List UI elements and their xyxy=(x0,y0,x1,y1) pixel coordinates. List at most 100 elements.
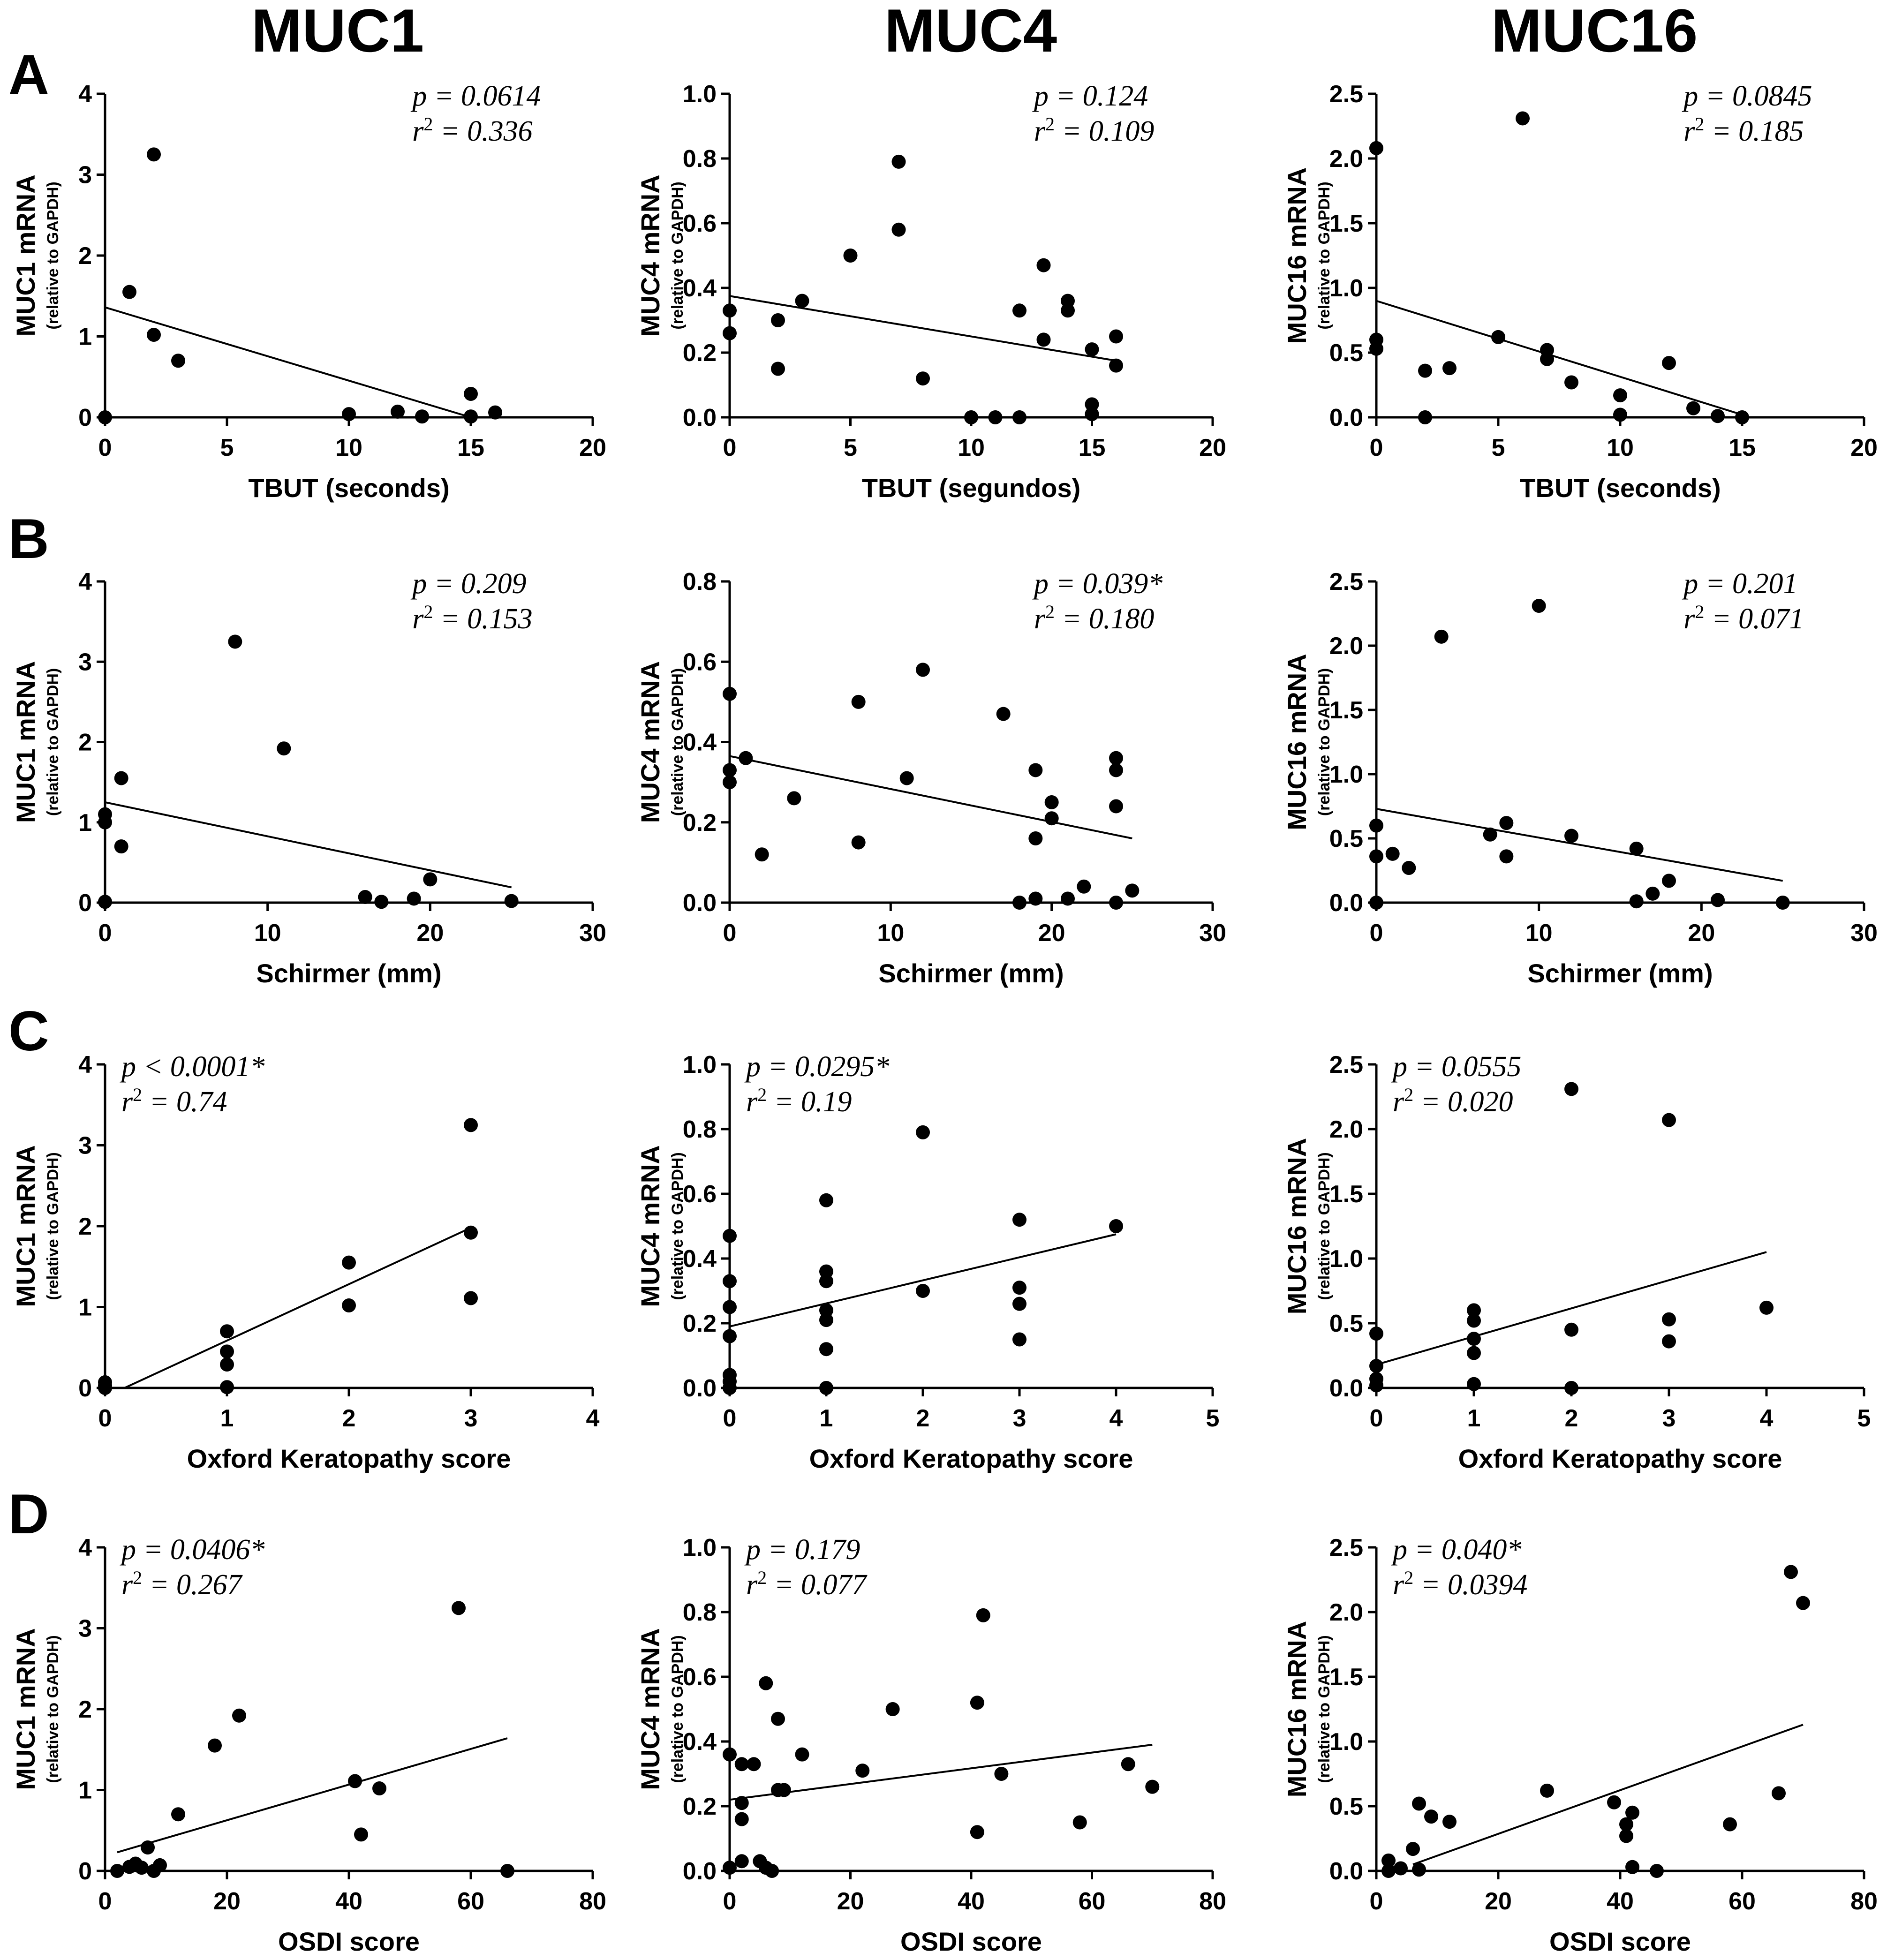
y-axis-subtitle: (relative to GAPDH) xyxy=(44,181,62,330)
y-tick-label: 1 xyxy=(78,1294,92,1321)
y-tick-label: 0.4 xyxy=(683,729,717,756)
x-tick-label: 10 xyxy=(254,920,281,947)
x-tick-label: 5 xyxy=(220,434,234,461)
x-tick-label: 3 xyxy=(1662,1405,1676,1432)
x-axis-title: Oxford Keratopathy score xyxy=(1458,1444,1782,1473)
row-letter-b: B xyxy=(8,507,49,570)
x-tick-label: 10 xyxy=(335,434,362,461)
y-tick-label: 0.5 xyxy=(1329,1310,1363,1337)
data-point xyxy=(1796,1596,1810,1610)
y-tick-label: 0.0 xyxy=(683,1858,717,1885)
y-tick-label: 1.0 xyxy=(683,1534,717,1561)
x-tick-label: 0 xyxy=(723,1405,737,1432)
x-tick-label: 30 xyxy=(1199,920,1226,947)
data-point xyxy=(423,872,438,887)
data-point xyxy=(916,371,930,386)
data-point xyxy=(342,1298,356,1313)
x-tick-label: 0 xyxy=(723,434,737,461)
data-point xyxy=(1424,1809,1438,1824)
data-point xyxy=(1369,1359,1383,1373)
data-point xyxy=(452,1601,466,1615)
x-tick-label: 15 xyxy=(457,434,484,461)
panel-4: 0 10 20 30 0 1 2 3 4 Schirmer (mm) MUC1 mRNA (relat… xyxy=(11,568,606,988)
x-tick-label: 5 xyxy=(1492,434,1505,461)
y-tick-label: 2 xyxy=(78,1213,92,1240)
x-tick-label: 1 xyxy=(220,1405,234,1432)
data-point xyxy=(1012,303,1027,318)
panel-1: 0 5 10 15 20 0 1 2 3 4 TBUT (seconds) MUC1 mRNA (rel… xyxy=(11,80,606,503)
p-value-label: p = 0.0555 xyxy=(1391,1051,1521,1083)
y-tick-label: 1 xyxy=(78,324,92,351)
y-tick-label: 0.6 xyxy=(683,648,717,676)
data-point xyxy=(996,707,1011,721)
y-tick-label: 3 xyxy=(78,1132,92,1160)
data-point xyxy=(1540,352,1554,366)
x-tick-label: 4 xyxy=(1760,1405,1774,1432)
data-point xyxy=(391,404,405,419)
regression-line xyxy=(1376,300,1743,416)
data-point xyxy=(819,1274,833,1289)
y-axis-title: MUC4 mRNA xyxy=(635,1145,665,1307)
data-point xyxy=(771,1711,785,1726)
data-point xyxy=(734,1796,749,1810)
data-point xyxy=(734,1812,749,1826)
data-point xyxy=(1109,763,1123,777)
r-squared-label: r2 = 0.180 xyxy=(1034,601,1154,635)
y-tick-label: 1.5 xyxy=(1329,697,1363,724)
data-point xyxy=(1759,1300,1774,1315)
x-axis-title: TBUT (seconds) xyxy=(248,473,449,503)
y-tick-label: 2.0 xyxy=(1329,1116,1363,1143)
p-value-label: p < 0.0001* xyxy=(120,1051,264,1083)
y-tick-label: 2.0 xyxy=(1329,1599,1363,1626)
y-axis-title: MUC4 mRNA xyxy=(635,661,665,823)
data-point xyxy=(1085,407,1099,422)
y-tick-label: 0 xyxy=(78,890,92,917)
data-point xyxy=(1467,1313,1481,1328)
data-point xyxy=(110,1864,124,1878)
y-tick-label: 2.0 xyxy=(1329,145,1363,173)
p-value-label: p = 0.201 xyxy=(1682,568,1797,600)
data-point xyxy=(1085,397,1099,412)
y-tick-label: 0.4 xyxy=(683,1245,717,1273)
data-point xyxy=(171,354,185,368)
x-tick-label: 20 xyxy=(416,920,444,947)
x-tick-label: 2 xyxy=(916,1405,930,1432)
data-point xyxy=(723,1381,737,1395)
x-tick-label: 15 xyxy=(1079,434,1106,461)
x-tick-label: 20 xyxy=(579,434,606,461)
x-tick-label: 40 xyxy=(958,1888,985,1915)
data-point xyxy=(1012,1281,1027,1295)
data-point xyxy=(1412,1862,1426,1877)
data-point xyxy=(819,1342,833,1357)
x-tick-label: 3 xyxy=(464,1405,478,1432)
data-point xyxy=(1629,841,1644,856)
data-point xyxy=(228,634,242,649)
p-value-label: p = 0.124 xyxy=(1032,80,1148,112)
x-tick-label: 5 xyxy=(1206,1405,1220,1432)
x-tick-label: 0 xyxy=(98,1888,112,1915)
data-point xyxy=(1775,896,1790,910)
data-point xyxy=(1645,886,1660,901)
data-point xyxy=(1109,329,1123,344)
data-point xyxy=(1662,1334,1676,1349)
regression-line xyxy=(729,1233,1117,1327)
y-tick-label: 1.5 xyxy=(1329,1181,1363,1208)
column-title-muc1: MUC1 xyxy=(251,0,424,65)
y-tick-label: 0.6 xyxy=(683,1664,717,1691)
y-axis-title: MUC1 mRNA xyxy=(11,1145,40,1307)
data-point xyxy=(916,1284,930,1298)
r-squared-label: r2 = 0.109 xyxy=(1034,113,1154,148)
y-axis-subtitle: (relative to GAPDH) xyxy=(44,1152,62,1300)
data-point xyxy=(114,771,128,785)
data-point xyxy=(464,1291,478,1305)
data-point xyxy=(208,1738,222,1753)
data-point xyxy=(734,1757,749,1772)
data-point xyxy=(232,1708,246,1723)
x-axis-title: Oxford Keratopathy score xyxy=(809,1444,1133,1473)
data-point xyxy=(1467,1377,1481,1391)
x-tick-label: 10 xyxy=(877,920,904,947)
data-point xyxy=(1109,358,1123,373)
data-point xyxy=(723,326,737,340)
data-point xyxy=(1028,763,1043,777)
data-point xyxy=(1385,846,1400,861)
